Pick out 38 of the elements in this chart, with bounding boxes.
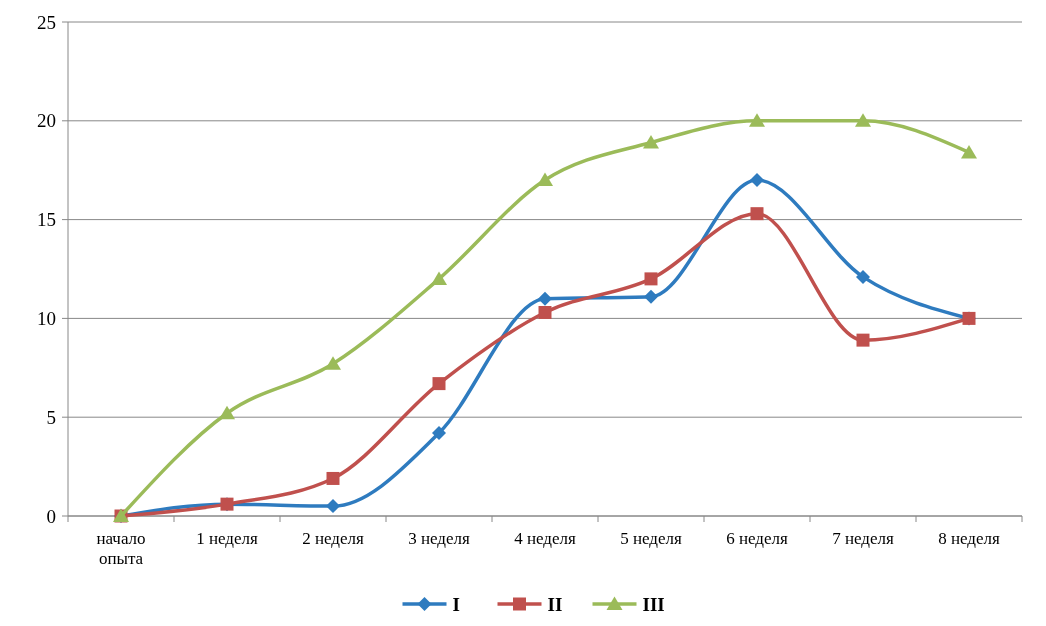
point (537, 172, 553, 187)
point (750, 207, 764, 221)
point (750, 173, 764, 188)
y-tick-label: 5 (46, 406, 56, 428)
point (326, 471, 340, 485)
y-tick-label: 10 (37, 308, 56, 330)
x-tick-label: 5 неделя (620, 529, 683, 548)
y-tick-label: 20 (37, 110, 56, 132)
x-tick-label: 3 неделя (408, 529, 471, 548)
x-tick-label: 8 неделя (938, 529, 1001, 548)
point (855, 113, 871, 127)
point (643, 135, 659, 149)
point (856, 333, 870, 347)
y-tick-label: 25 (37, 11, 56, 33)
x-tick-label: 1 неделя (196, 529, 259, 548)
point (538, 291, 552, 306)
point (431, 271, 447, 285)
point (325, 356, 341, 370)
point (749, 113, 765, 127)
x-tick-label: 6 неделя (726, 529, 789, 548)
point (219, 405, 235, 420)
y-tick-label: 15 (37, 209, 56, 231)
point (644, 272, 658, 286)
point (326, 499, 340, 514)
x-tick-label: 7 неделя (832, 529, 895, 548)
legend-label: II (547, 593, 563, 615)
legend-label: I (452, 593, 460, 615)
point (538, 305, 552, 319)
legend-label: III (642, 593, 665, 615)
point (961, 144, 977, 159)
x-tick-label: начало опыта (96, 529, 146, 568)
y-tick-label: 0 (46, 505, 56, 527)
x-tick-label: 2 неделя (302, 529, 365, 548)
point (432, 426, 446, 441)
point (644, 289, 658, 304)
point (432, 377, 446, 391)
x-tick-label: 4 неделя (514, 529, 577, 548)
point (856, 269, 870, 284)
